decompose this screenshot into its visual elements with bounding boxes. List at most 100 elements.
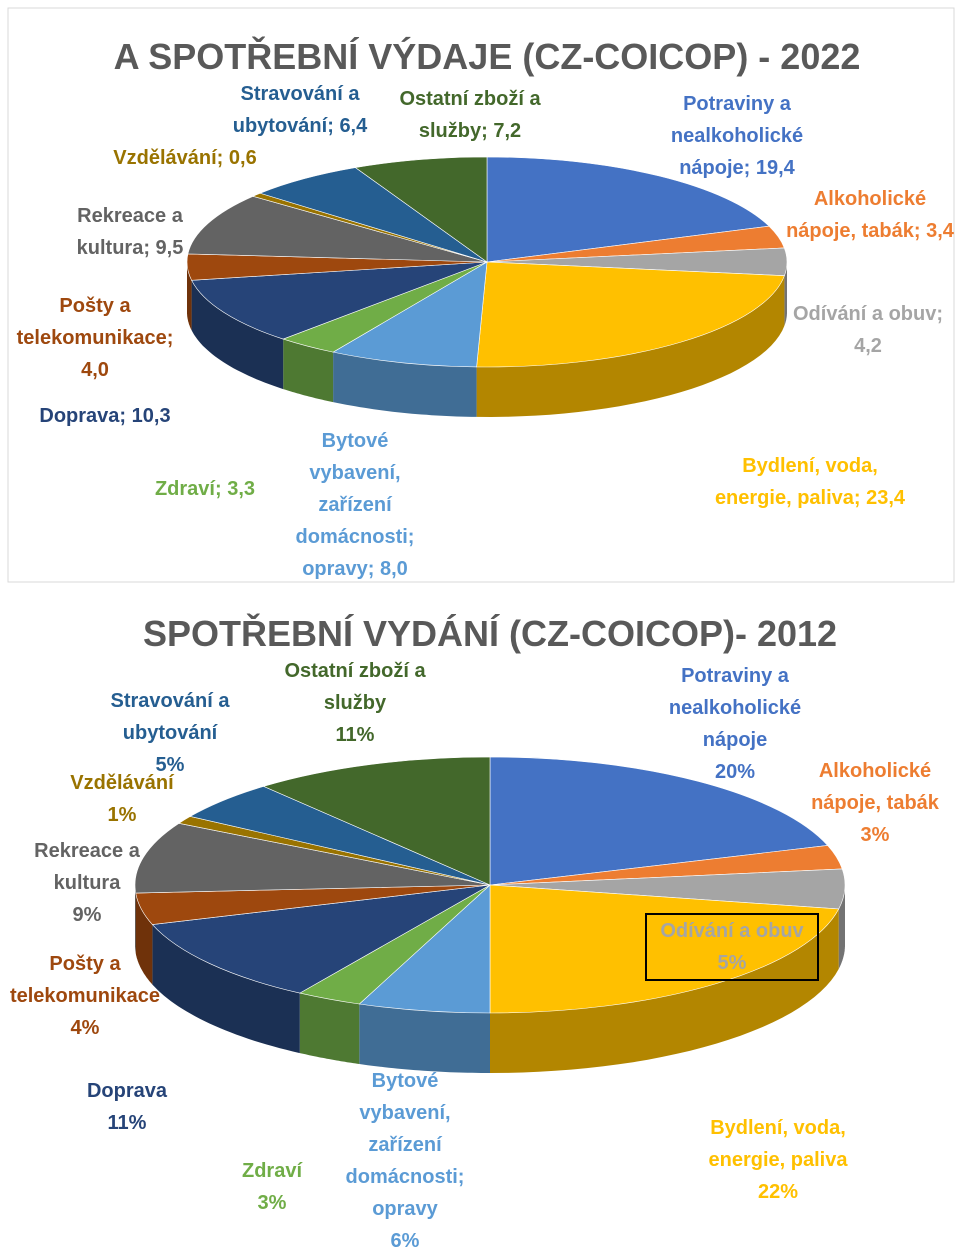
category-label: Pošty a telekomunikace; (16, 295, 174, 349)
slice-label: Bytové vybavení, zařízení domácnosti; op… (275, 425, 435, 585)
slice-label: Rekreace a kultura; 9,5 (45, 200, 215, 264)
value-label: 3,4 (926, 220, 954, 242)
category-label: Ostatní zboží a služby (284, 660, 426, 714)
value-label: 9,5 (155, 237, 184, 259)
slice-label: Pošty a telekomunikace 4% (0, 948, 170, 1044)
slice-label: Ostatní zboží a služby; 7,2 (375, 83, 565, 147)
slice-label: Vzdělávání 1% (57, 767, 187, 831)
value-label: 4,2 (854, 335, 882, 357)
category-label: Alkoholické nápoje, tabák; (786, 188, 927, 242)
slice (134, 823, 491, 894)
slice-label: Odívání a obuv 5% (645, 913, 819, 981)
chart-title: SPOTŘEBNÍ VYDÁNÍ (CZ-COICOP)- 2012 (142, 613, 838, 654)
slice-label: Bydlení, voda, energie, paliva 22% (678, 1112, 878, 1208)
slice (191, 261, 488, 340)
value-label: 19,4 (755, 157, 795, 179)
category-label: Bytové vybavení, zařízení domácnosti; op… (345, 1070, 465, 1220)
slice (358, 884, 491, 1014)
value-label: 6% (390, 1230, 420, 1252)
slice-side (187, 262, 192, 331)
slice-side (283, 339, 334, 403)
value-label: 11% (107, 1112, 147, 1134)
slice-label: Pošty a telekomunikace; 4,0 (10, 290, 180, 386)
slice (187, 195, 488, 263)
slice (489, 884, 840, 1014)
slice-label: Alkoholické nápoje, tabák 3% (790, 755, 956, 851)
category-label: Rekreace a kultura (34, 840, 140, 894)
slice-side (490, 909, 839, 1073)
category-label: Zdraví; (154, 478, 222, 500)
chart-title: A SPOTŘEBNÍ VÝDAJE (CZ-COICOP) - 2022 (113, 36, 861, 77)
category-label: Odívání a obuv (660, 920, 804, 942)
slice (354, 156, 488, 263)
slice-label: Bytové vybavení, zařízení domácnosti; op… (325, 1065, 485, 1256)
value-label: 4,0 (81, 359, 109, 381)
category-label: Odívání a obuv; (792, 303, 944, 325)
slice-side (359, 1004, 490, 1073)
slice-label: Zdraví; 3,3 (125, 473, 285, 505)
value-label: 5% (155, 754, 185, 776)
value-label: 10,3 (131, 405, 171, 427)
slice-label: Odívání a obuv; 4,2 (780, 298, 956, 362)
value-label: 3% (257, 1192, 287, 1214)
category-label: Pošty a telekomunikace (9, 953, 161, 1007)
category-label: Bydlení, voda, energie, paliva; (714, 455, 878, 509)
value-label: 22% (757, 1181, 799, 1203)
slice (262, 756, 491, 886)
slice-side (784, 262, 787, 326)
value-label: 4% (70, 1017, 100, 1039)
slice-side (135, 885, 136, 953)
value-label: 7,2 (493, 120, 522, 142)
slice-label: Potraviny a nealkoholické nápoje; 19,4 (642, 88, 832, 184)
value-label: 3% (860, 824, 890, 846)
slice-label: Potraviny a nealkoholické nápoje 20% (645, 660, 825, 788)
value-label: 11% (335, 724, 375, 746)
value-label: 6,4 (339, 115, 368, 137)
slice (486, 156, 770, 263)
category-label: Potraviny a nealkoholické nápoje (668, 665, 802, 751)
slice-label: Ostatní zboží a služby 11% (255, 655, 455, 751)
category-label: Vzdělávání; (113, 147, 224, 169)
slice-side (152, 924, 300, 1054)
value-label: 20% (714, 761, 756, 783)
category-label: Zdraví (241, 1160, 303, 1182)
slice-side (476, 275, 785, 417)
slice-label: Doprava 11% (52, 1075, 202, 1139)
value-label: 0,6 (228, 147, 257, 169)
category-label: Bytové vybavení, zařízení domácnosti; op… (295, 430, 415, 580)
value-label: 9% (72, 904, 102, 926)
value-label: 8,0 (380, 558, 408, 580)
category-label: Rekreace a kultura; (76, 205, 183, 259)
category-label: Doprava (86, 1080, 168, 1102)
slice (476, 261, 785, 368)
slice (332, 261, 488, 368)
category-label: Doprava; (39, 405, 127, 427)
category-label: Potraviny a nealkoholické nápoje; (670, 93, 804, 179)
slice-side (333, 352, 477, 417)
category-label: Ostatní zboží a služby; (399, 88, 541, 142)
slice-side (135, 893, 153, 985)
slice-label: Stravování a ubytování 5% (90, 685, 250, 781)
value-label: 1% (107, 804, 137, 826)
category-label: Stravování a ubytování (110, 690, 230, 744)
slice-label: Vzdělávání; 0,6 (70, 142, 300, 174)
value-label: 23,4 (866, 487, 906, 509)
category-label: Bydlení, voda, energie, paliva (708, 1117, 848, 1171)
slice-label: Alkoholické nápoje, tabák; 3,4 (785, 183, 955, 247)
slice (489, 756, 829, 886)
value-label: 5% (717, 952, 747, 974)
value-label: 3,3 (227, 478, 256, 500)
slice-side (299, 993, 360, 1064)
category-label: Alkoholické nápoje, tabák (811, 760, 939, 814)
slice-label: Stravování a ubytování; 6,4 (215, 78, 385, 142)
slice-label: Bydlení, voda, energie, paliva; 23,4 (710, 450, 910, 514)
slice-label: Zdraví 3% (222, 1155, 322, 1219)
chart-frame (7, 7, 955, 583)
category-label: Stravování a ubytování; (232, 83, 360, 137)
slice-side (191, 280, 284, 390)
slice (151, 884, 491, 994)
slice-label: Doprava; 10,3 (5, 400, 205, 432)
slice-label: Rekreace a kultura 9% (12, 835, 162, 931)
